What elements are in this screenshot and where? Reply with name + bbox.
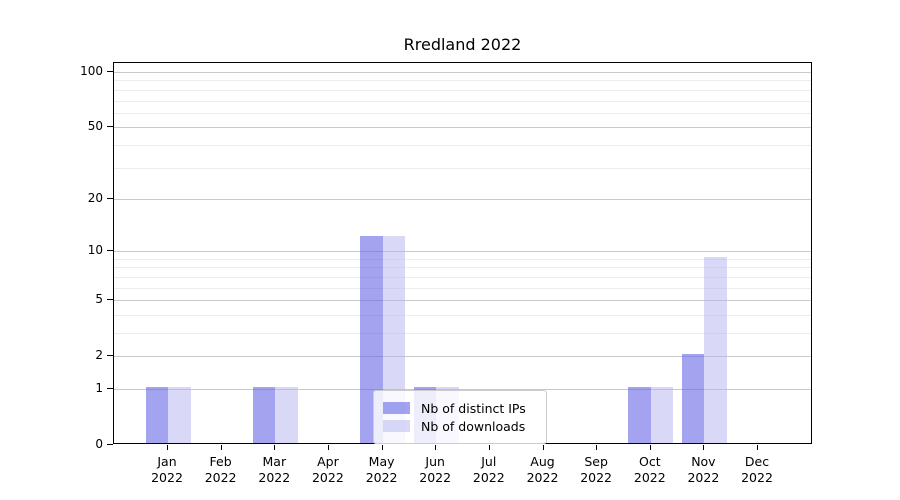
x-tick-label-jan: Jan 2022: [151, 454, 183, 485]
legend-swatch-downloads: [383, 420, 410, 432]
x-tick: [757, 445, 758, 450]
x-tick: [167, 445, 168, 450]
y-tick-label: 0: [95, 437, 103, 451]
gridline-minor: [114, 267, 811, 269]
legend-label-distinct-ips: Nb of distinct IPs: [421, 400, 526, 416]
y-tick: [107, 250, 113, 252]
bar-nb-of-distinct-ips-jan: [145, 387, 168, 443]
plot-area: [113, 62, 812, 444]
bar-nb-of-distinct-ips-oct: [628, 387, 651, 443]
x-tick-label-oct: Oct 2022: [633, 454, 666, 485]
x-tick-label-feb: Feb 2022: [204, 454, 237, 485]
x-tick-label-sep: Sep 2022: [580, 454, 612, 485]
x-tick: [435, 445, 437, 450]
gridline-minor: [114, 258, 811, 260]
gridline-minor: [114, 100, 811, 102]
gridline-major: [114, 127, 811, 129]
y-tick: [107, 71, 113, 72]
x-tick: [274, 445, 276, 450]
y-tick-label: 2: [95, 348, 103, 363]
x-tick: [381, 445, 383, 450]
legend-row-distinct-ips: Nb of distinct IPs: [383, 400, 537, 416]
y-tick-label: 100: [80, 64, 103, 78]
gridline-major: [114, 72, 811, 73]
gridline-major: [114, 389, 811, 390]
y-tick: [107, 299, 113, 301]
legend: Nb of distinct IPs Nb of downloads: [373, 390, 547, 444]
x-tick: [542, 445, 544, 450]
legend-row-downloads: Nb of downloads: [383, 418, 537, 434]
y-tick: [107, 197, 113, 199]
bar-nb-of-distinct-ips-nov: [681, 354, 705, 443]
chart-title: Rredland 2022: [403, 35, 522, 54]
y-tick-label: 1: [95, 381, 103, 395]
gridline-minor: [114, 287, 811, 289]
x-tick-label-jun: Jun 2022: [419, 454, 452, 485]
gridline-minor: [114, 167, 811, 169]
gridline-minor: [114, 144, 811, 146]
gridline-major: [114, 356, 811, 358]
y-tick: [107, 388, 113, 389]
bar-nb-of-downloads-nov: [704, 256, 727, 443]
x-tick: [596, 445, 598, 450]
y-tick: [107, 444, 113, 445]
gridline-minor: [114, 112, 811, 114]
bar-nb-of-downloads-jan: [168, 387, 191, 443]
x-tick-label-nov: Nov 2022: [687, 454, 720, 485]
gridline-minor: [114, 80, 811, 82]
x-tick-label-apr: Apr 2022: [311, 454, 344, 485]
gridline-minor: [114, 276, 811, 278]
y-tick-label: 50: [87, 119, 103, 134]
y-tick: [107, 126, 113, 128]
x-tick: [220, 445, 222, 450]
y-tick-label: 20: [87, 190, 103, 205]
y-tick-label: 10: [87, 243, 103, 258]
bar-nb-of-downloads-mar: [275, 387, 298, 443]
legend-label-downloads: Nb of downloads: [421, 418, 526, 434]
x-tick-label-mar: Mar 2022: [258, 454, 291, 485]
x-tick: [649, 445, 651, 450]
gridline-major: [114, 251, 811, 253]
x-tick: [327, 445, 329, 450]
gridline-major: [114, 198, 811, 200]
gridline-minor: [114, 89, 811, 91]
x-tick-label-jul: Jul 2022: [472, 454, 505, 485]
y-tick-label: 5: [95, 292, 103, 307]
x-tick: [488, 445, 490, 450]
x-tick-label-may: May 2022: [365, 454, 398, 485]
y-tick: [107, 355, 113, 357]
gridline-major: [114, 300, 811, 302]
gridline-minor: [114, 314, 811, 316]
bar-nb-of-distinct-ips-mar: [252, 387, 276, 443]
x-tick: [703, 445, 705, 450]
bar-nb-of-downloads-oct: [650, 387, 674, 443]
gridline-minor: [114, 333, 811, 334]
legend-swatch-distinct-ips: [383, 402, 410, 414]
x-tick-label-dec: Dec 2022: [741, 454, 773, 485]
x-tick-label-aug: Aug 2022: [526, 454, 559, 485]
